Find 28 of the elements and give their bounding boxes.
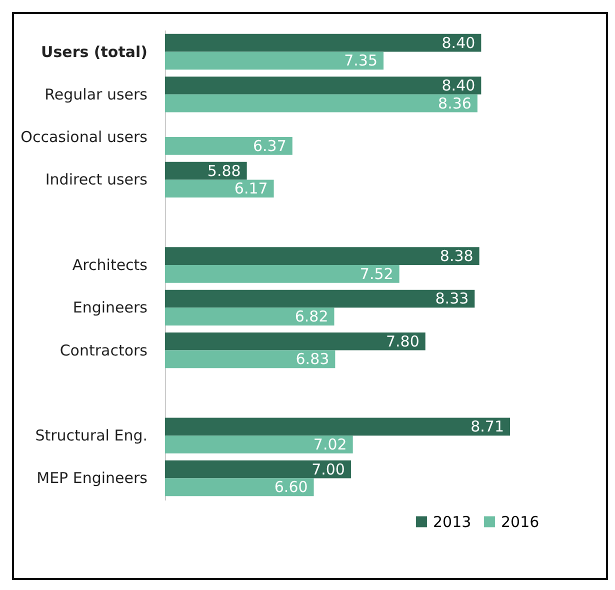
data-label: 8.71 [470,418,504,436]
data-label: 7.80 [386,332,420,350]
data-label: 7.35 [344,52,378,70]
y-tick-label: MEP Engineers [36,469,148,488]
data-label: 8.40 [442,76,476,94]
data-label: 6.60 [274,478,308,496]
data-label: 8.36 [438,94,472,112]
legend-label: 2013 [433,512,472,531]
y-tick-label: Occasional users [20,128,148,146]
data-label: 8.33 [435,290,469,308]
y-tick-label: Contractors [60,341,148,360]
data-label: 7.02 [313,436,347,454]
data-label: 6.82 [294,308,328,326]
y-tick-label: Users (total) [41,42,148,61]
y-tick-label: Engineers [72,298,148,317]
y-tick-label: Architects [72,256,148,274]
data-label: 5.88 [207,162,241,180]
y-tick-label: Regular users [44,85,148,104]
data-label: 6.17 [234,180,268,198]
data-label: 7.00 [312,460,345,478]
y-tick-label: Indirect users [45,170,148,189]
data-label: 8.40 [442,34,476,52]
y-tick-label: Structural Eng. [35,426,148,445]
data-label: 8.38 [440,247,474,266]
data-label: 6.83 [296,350,330,368]
data-label: 7.52 [360,264,394,283]
legend-label: 2016 [501,512,540,531]
data-label: 6.37 [252,136,286,155]
